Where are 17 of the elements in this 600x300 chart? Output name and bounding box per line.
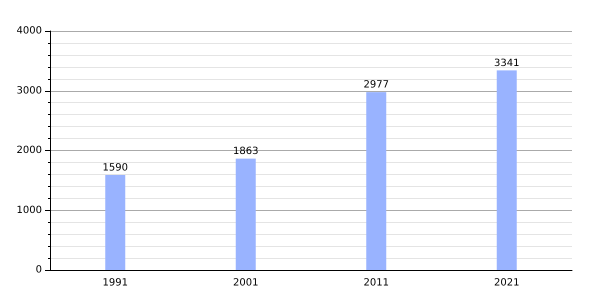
bar: [366, 92, 386, 270]
x-tick-label: 1991: [102, 278, 128, 288]
bar: [496, 70, 517, 270]
y-tick-label: 0: [36, 264, 42, 276]
data-label: 1590: [102, 162, 128, 174]
data-label: 2977: [364, 80, 389, 91]
x-tick-label: 2011: [364, 278, 389, 288]
y-tick-label: 1000: [16, 204, 42, 216]
x-tick-label: 2001: [233, 278, 258, 288]
y-tick-label: 4000: [16, 26, 42, 36]
x-tick-label: 2021: [494, 278, 520, 288]
y-tick-label: 2000: [16, 145, 42, 156]
data-label: 1863: [233, 146, 258, 158]
y-tick-label: 3000: [16, 85, 42, 96]
data-label: 3341: [494, 58, 520, 69]
bar: [105, 175, 126, 270]
bar: [236, 158, 256, 270]
